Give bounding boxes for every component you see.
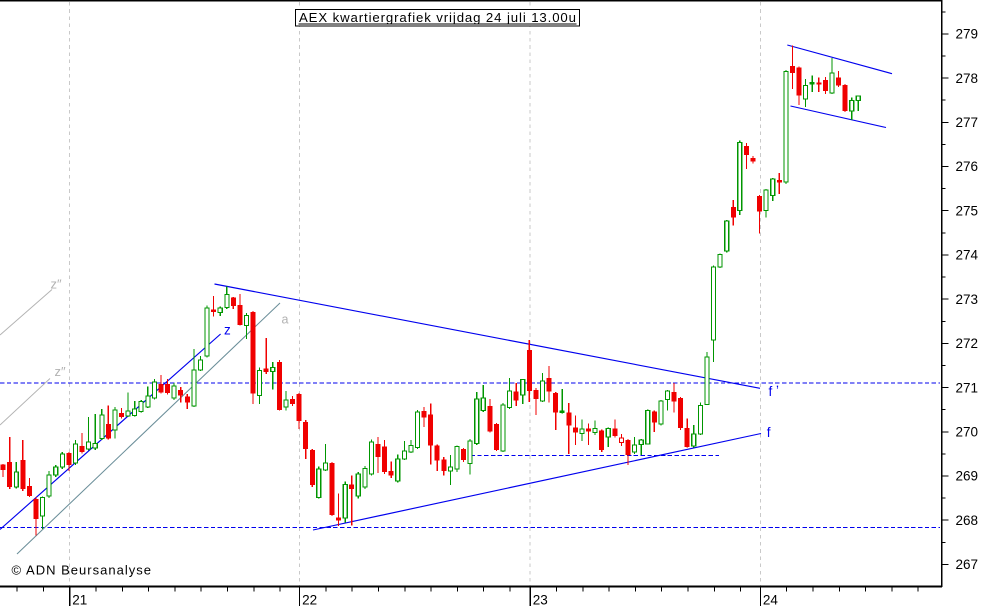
svg-text:274: 274 [956,248,979,263]
svg-text:f: f [767,425,771,440]
svg-text:278: 278 [956,71,979,86]
svg-text:276: 276 [956,159,979,174]
svg-text:z″: z″ [51,277,63,292]
svg-text:21: 21 [72,593,87,606]
svg-text:f ʼ: f ʼ [769,384,780,399]
svg-text:271: 271 [956,380,979,395]
svg-text:a: a [282,313,289,327]
svg-text:275: 275 [956,203,979,218]
svg-text:AEX kwartiergrafiek vrijdag 24: AEX kwartiergrafiek vrijdag 24 juli 13.0… [299,10,576,25]
svg-text:268: 268 [956,513,979,528]
svg-text:z: z [224,323,231,338]
svg-text:270: 270 [956,425,979,440]
svg-text:24: 24 [763,593,779,606]
svg-text:22: 22 [302,593,317,606]
svg-text:269: 269 [956,469,979,484]
svg-text:273: 273 [956,292,979,307]
svg-text:267: 267 [956,557,979,572]
svg-text:23: 23 [533,593,548,606]
svg-text:272: 272 [956,336,979,351]
svg-text:277: 277 [956,115,979,130]
svg-text:z″: z″ [55,364,67,379]
svg-text:© ADN Beursanalyse: © ADN Beursanalyse [12,563,152,578]
svg-text:279: 279 [956,27,979,42]
